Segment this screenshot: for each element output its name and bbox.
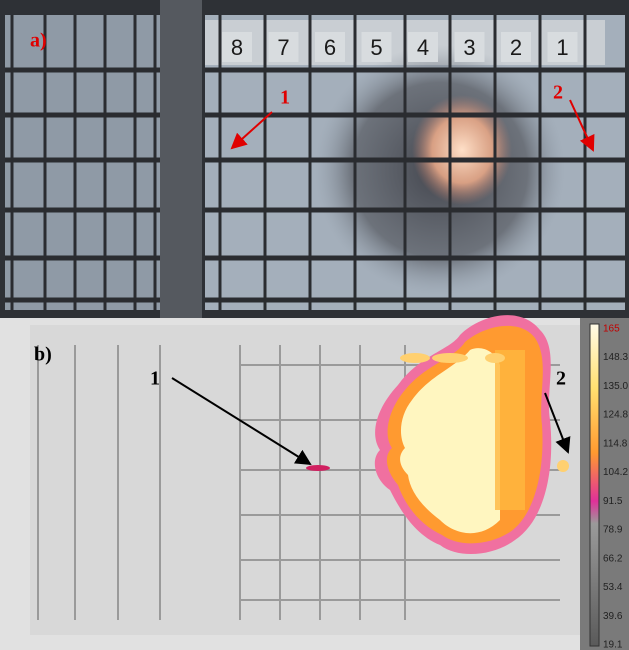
thermal-image: 165 148.3 135.0 124.8 114.8 104.2 91.5 78.9 66.2… <box>0 315 629 650</box>
scale-label: 135.0 <box>603 381 628 392</box>
grid-number: 3 <box>463 35 475 60</box>
scale-label: 91.5 <box>603 496 623 507</box>
marker-label: 2 <box>556 368 566 390</box>
figure: 165148.3135.0124.8114.8104.291.578.966.2… <box>0 0 629 650</box>
grid-number: 5 <box>370 35 382 60</box>
scale-label: 165 <box>603 324 620 335</box>
grid-number: 8 <box>231 35 243 60</box>
grid-number: 4 <box>417 35 429 60</box>
grid-number: 2 <box>510 35 522 60</box>
marker-label: 1 <box>280 87 290 109</box>
scale-label: 19.1 <box>603 640 623 650</box>
scale-label: 104.2 <box>603 467 628 478</box>
scale-label: 66.2 <box>603 553 623 564</box>
photo <box>0 0 629 318</box>
scale-label: 78.9 <box>603 525 623 536</box>
scale-label: 124.8 <box>603 410 628 421</box>
marker-label: 2 <box>553 82 563 104</box>
scale-label: 39.6 <box>603 611 623 622</box>
scale-label: 114.8 <box>603 438 628 449</box>
scale-label: 53.4 <box>603 582 623 593</box>
grid-number: 1 <box>556 35 568 60</box>
scale-label: 148.3 <box>603 352 628 363</box>
panel-label: b) <box>34 344 52 366</box>
marker-label: 1 <box>150 368 160 390</box>
panel-label: a) <box>30 30 47 52</box>
grid-number: 7 <box>277 35 289 60</box>
grid-number: 6 <box>324 35 336 60</box>
